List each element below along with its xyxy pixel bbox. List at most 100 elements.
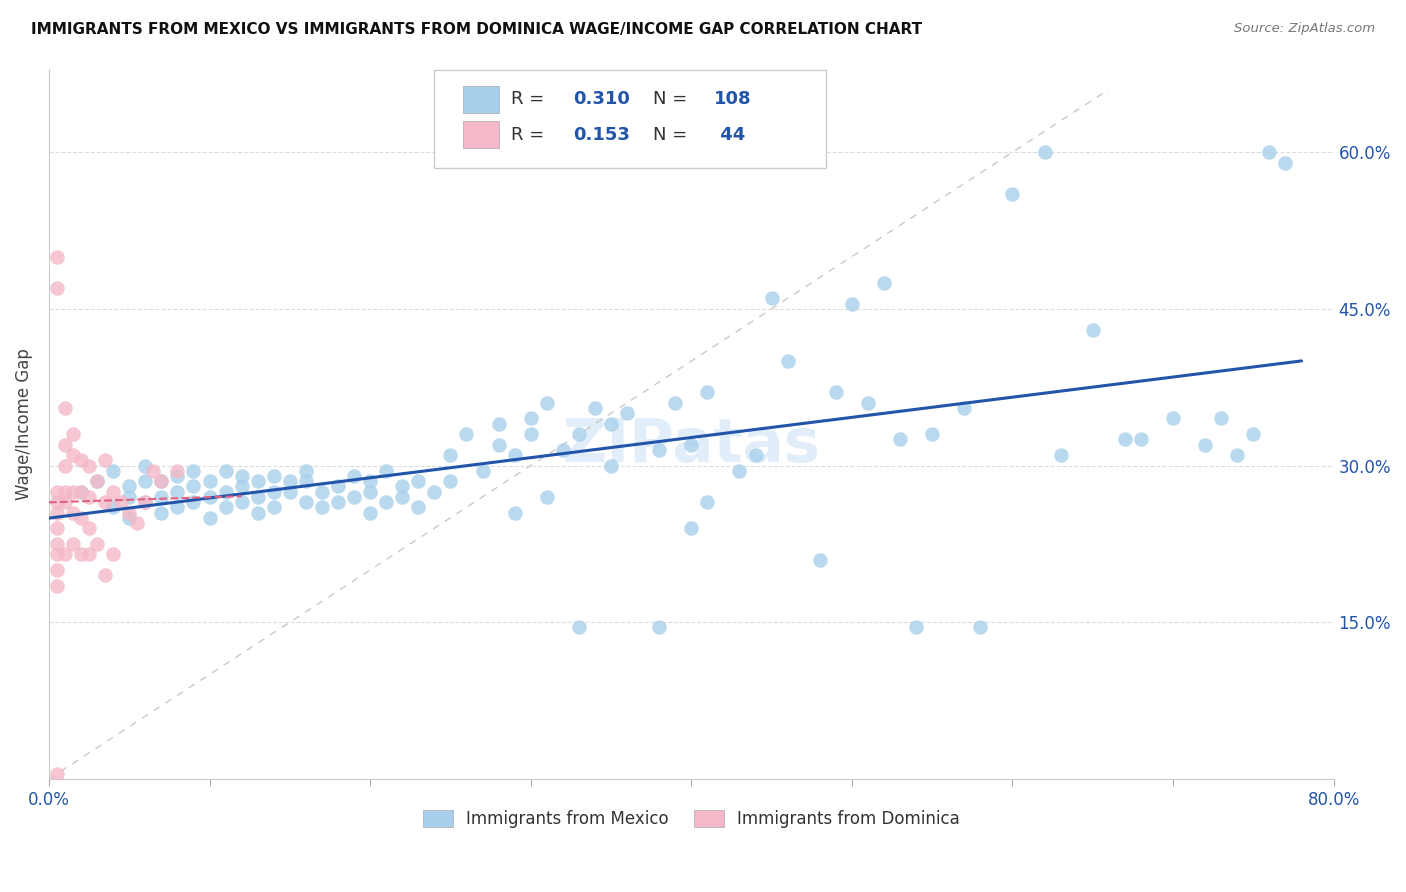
Point — [263, 484, 285, 499]
Point — [118, 490, 141, 504]
Point — [278, 474, 301, 488]
Point — [1194, 437, 1216, 451]
Point — [166, 469, 188, 483]
Point — [696, 495, 718, 509]
Point — [77, 490, 100, 504]
Point — [70, 484, 93, 499]
Point — [664, 396, 686, 410]
Point — [648, 620, 671, 634]
Point — [391, 490, 413, 504]
Point — [503, 448, 526, 462]
Point — [600, 458, 623, 473]
Point — [326, 495, 349, 509]
Point — [295, 495, 318, 509]
Point — [1081, 323, 1104, 337]
Point — [231, 479, 253, 493]
Point — [150, 490, 173, 504]
Point — [536, 490, 558, 504]
Point — [728, 464, 751, 478]
Point — [62, 427, 84, 442]
Point — [246, 490, 269, 504]
Point — [142, 464, 165, 478]
Point — [681, 437, 703, 451]
Point — [744, 448, 766, 462]
Point — [53, 484, 76, 499]
Point — [278, 484, 301, 499]
Point — [519, 427, 541, 442]
Point — [1226, 448, 1249, 462]
Point — [343, 469, 366, 483]
Text: 0.153: 0.153 — [574, 126, 630, 144]
Text: N =: N = — [652, 90, 693, 108]
Point — [127, 516, 149, 530]
FancyBboxPatch shape — [434, 70, 827, 168]
Point — [110, 495, 132, 509]
Point — [1114, 433, 1136, 447]
Point — [423, 484, 446, 499]
Point — [808, 552, 831, 566]
Point — [246, 506, 269, 520]
Point — [46, 506, 69, 520]
Point — [359, 506, 381, 520]
Text: Source: ZipAtlas.com: Source: ZipAtlas.com — [1234, 22, 1375, 36]
Point — [62, 506, 84, 520]
Point — [1049, 448, 1071, 462]
Point — [183, 495, 205, 509]
Point — [53, 495, 76, 509]
Point — [46, 484, 69, 499]
Point — [1001, 186, 1024, 201]
Text: R =: R = — [512, 90, 551, 108]
FancyBboxPatch shape — [463, 121, 499, 148]
Point — [905, 620, 928, 634]
Point — [46, 547, 69, 561]
Point — [46, 521, 69, 535]
Point — [70, 453, 93, 467]
Point — [873, 276, 896, 290]
Point — [103, 464, 125, 478]
Point — [375, 495, 398, 509]
Point — [77, 547, 100, 561]
Point — [311, 484, 333, 499]
Legend: Immigrants from Mexico, Immigrants from Dominica: Immigrants from Mexico, Immigrants from … — [416, 803, 966, 835]
Point — [1161, 411, 1184, 425]
Point — [1129, 433, 1152, 447]
Point — [86, 537, 108, 551]
Point — [456, 427, 478, 442]
Text: N =: N = — [652, 126, 693, 144]
FancyBboxPatch shape — [463, 86, 499, 112]
Point — [583, 401, 606, 415]
Point — [214, 484, 236, 499]
Point — [231, 495, 253, 509]
Point — [183, 464, 205, 478]
Point — [263, 469, 285, 483]
Point — [62, 448, 84, 462]
Point — [62, 484, 84, 499]
Point — [696, 385, 718, 400]
Point — [94, 568, 117, 582]
Point — [391, 479, 413, 493]
Point — [150, 506, 173, 520]
Point — [103, 484, 125, 499]
Point — [214, 464, 236, 478]
Point — [134, 495, 156, 509]
Point — [953, 401, 976, 415]
Point — [53, 458, 76, 473]
Point — [1033, 145, 1056, 160]
Point — [166, 464, 188, 478]
Point — [648, 442, 671, 457]
Point — [921, 427, 943, 442]
Point — [616, 406, 638, 420]
Point — [70, 484, 93, 499]
Point — [408, 474, 430, 488]
Text: ZIPatas: ZIPatas — [562, 416, 820, 475]
Point — [77, 458, 100, 473]
Point — [134, 458, 156, 473]
Point — [295, 464, 318, 478]
Point — [1258, 145, 1281, 160]
Point — [198, 510, 221, 524]
Point — [46, 579, 69, 593]
Point — [198, 490, 221, 504]
Point — [150, 474, 173, 488]
Point — [183, 479, 205, 493]
Point — [776, 354, 799, 368]
